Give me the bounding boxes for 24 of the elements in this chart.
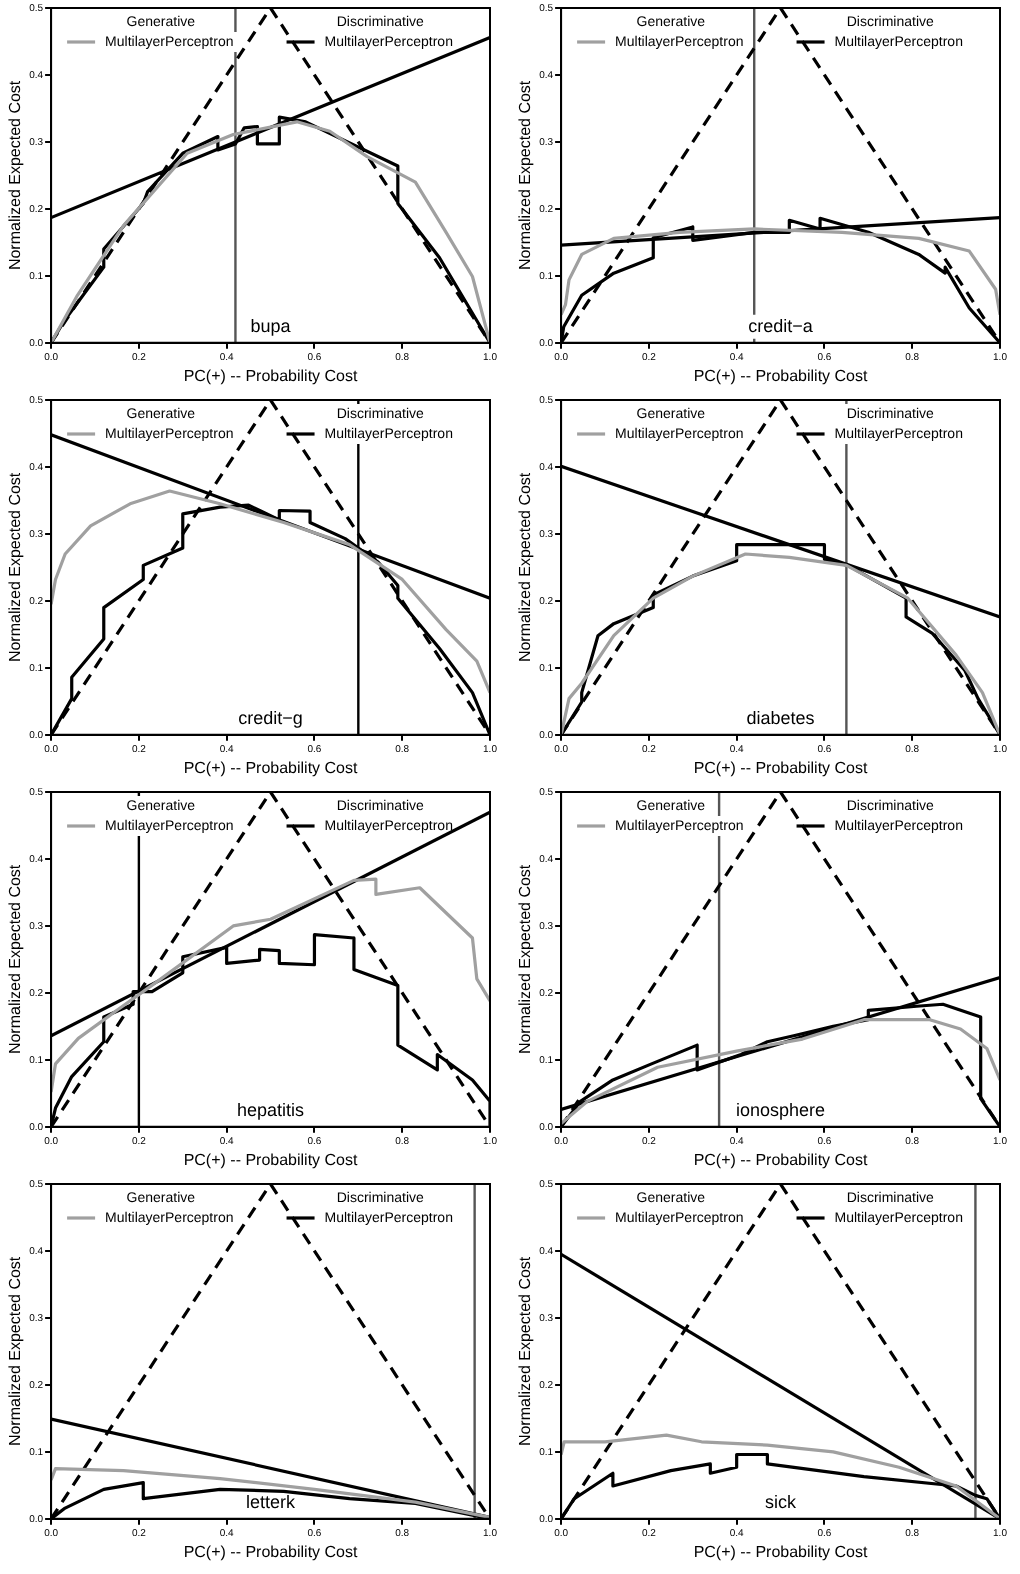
y-axis-title: Normalized Expected Cost	[6, 471, 25, 663]
x-axis-title: PC(+) -- Probability Cost	[183, 366, 359, 385]
y-axis-title: Normalized Expected Cost	[6, 79, 25, 271]
y-axis-title: Normalized Expected Cost	[516, 863, 535, 1055]
x-axis-title: PC(+) -- Probability Cost	[693, 366, 869, 385]
y-axis-title: Normalized Expected Cost	[516, 1255, 535, 1447]
x-axis-title: PC(+) -- Probability Cost	[183, 758, 359, 777]
annotation: hepatitis	[237, 1099, 306, 1120]
y-axis-title: Normalized Expected Cost	[6, 863, 25, 1055]
annotation: credit−a	[748, 315, 813, 336]
x-axis-title: PC(+) -- Probability Cost	[693, 1542, 869, 1561]
annotation: credit−g	[238, 707, 303, 728]
annotation: sick	[765, 1491, 798, 1512]
x-axis-title: PC(+) -- Probability Cost	[693, 758, 869, 777]
y-axis-title: Normalized Expected Cost	[516, 79, 535, 271]
x-axis-title: PC(+) -- Probability Cost	[183, 1542, 359, 1561]
annotation: letterk	[246, 1491, 297, 1512]
annotation: bupa	[250, 315, 291, 336]
x-axis-title: PC(+) -- Probability Cost	[183, 1150, 359, 1169]
y-axis-title: Normalized Expected Cost	[516, 471, 535, 663]
x-axis-title: PC(+) -- Probability Cost	[693, 1150, 869, 1169]
annotation: diabetes	[746, 707, 816, 728]
annotation: ionosphere	[736, 1099, 826, 1120]
y-axis-title: Normalized Expected Cost	[6, 1255, 25, 1447]
